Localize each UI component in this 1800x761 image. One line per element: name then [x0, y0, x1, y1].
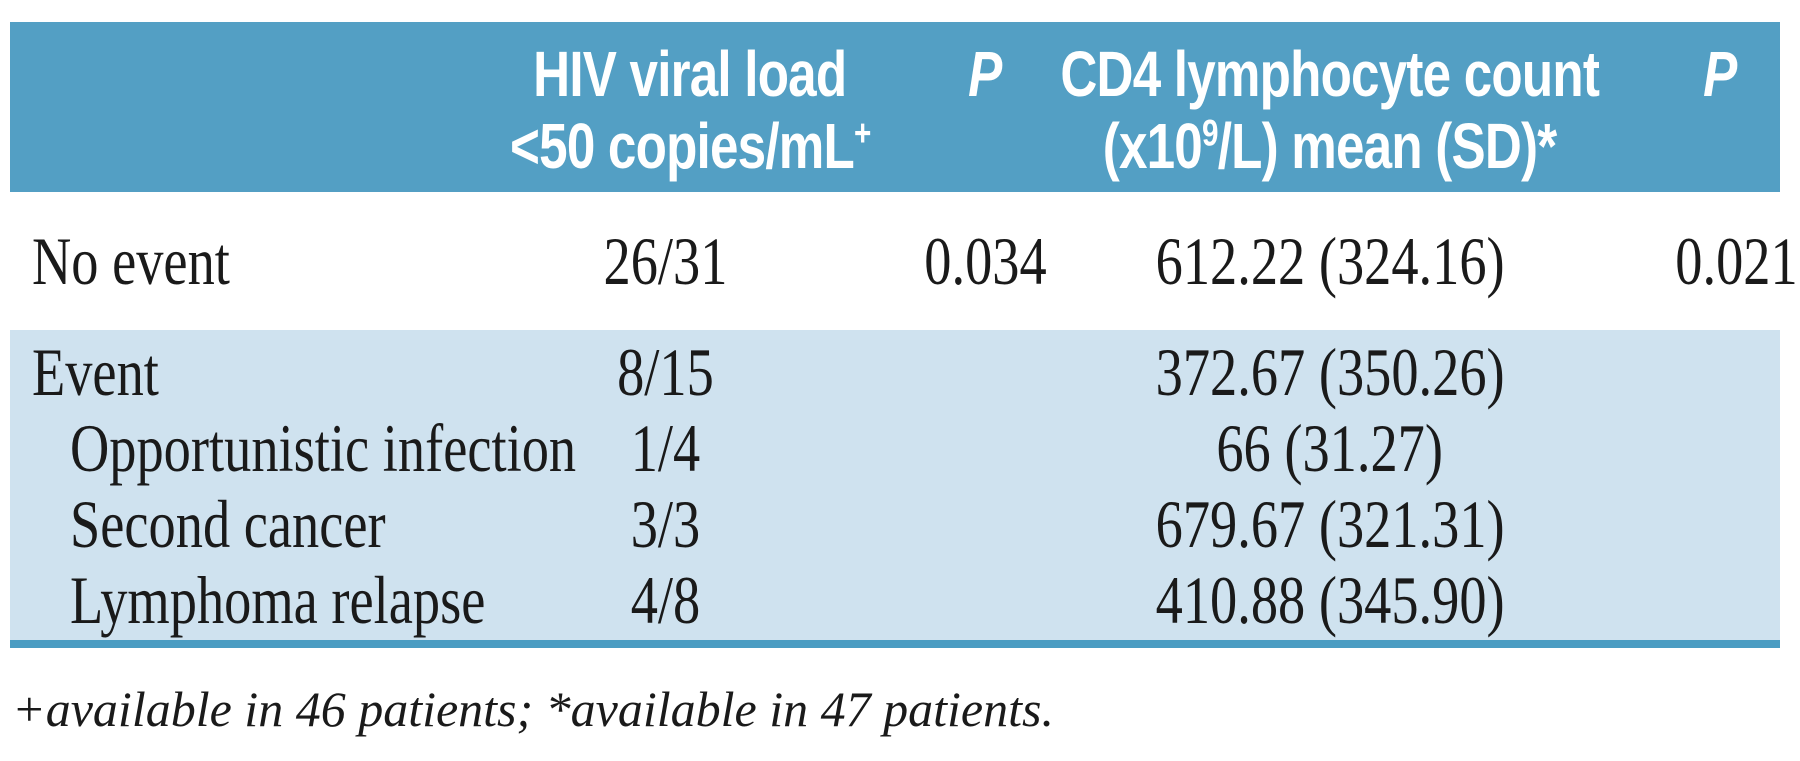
cd4-header-line1: CD4 lymphocyte count	[1060, 38, 1601, 110]
table-footnote: +available in 46 patients; *available in…	[12, 681, 1054, 737]
table-row-lymphoma-relapse: Lymphoma relapse 4/8 410.88 (345.90)	[10, 562, 1780, 638]
table-row-no-event: No event 26/31 0.034 612.22 (324.16) 0.0…	[10, 192, 1798, 330]
row-label-cell: Lymphoma relapse	[70, 562, 486, 638]
p-value-cell	[1570, 410, 1780, 486]
cd4-header-line2-post: /L) mean (SD)	[1218, 110, 1538, 182]
header-cell-viral-load: HIV viral load <50 copies/mL+	[480, 22, 871, 192]
header-cell-p-cd4: P	[1570, 22, 1780, 192]
viral-load-cell: 8/15	[616, 334, 714, 410]
row-label-cell: Second cancer	[70, 486, 386, 562]
cd4-count-cell: 372.67 (350.26)	[1155, 334, 1505, 410]
p-value-cell: 0.021	[1675, 223, 1798, 299]
table-row-second-cancer: Second cancer 3/3 679.67 (321.31)	[10, 486, 1780, 562]
row-label-cell: Event	[32, 334, 159, 410]
table-header-row: HIV viral load <50 copies/mL+ P CD4 lymp…	[10, 22, 1780, 192]
header-cell-cd4: CD4 lymphocyte count (x109/L) mean (SD)*	[1061, 22, 1601, 192]
cd4-count-cell: 612.22 (324.16)	[1155, 223, 1505, 299]
p-value-cell	[850, 334, 1090, 410]
viral-load-header-line1: HIV viral load	[533, 38, 847, 110]
p-value-cell	[1570, 334, 1780, 410]
p-value-cell	[850, 562, 1090, 638]
p-value-cell	[1570, 562, 1780, 638]
cd4-count-cell: 679.67 (321.31)	[1155, 486, 1505, 562]
p-value-cell: 0.034	[923, 223, 1047, 299]
plus-superscript: +	[853, 111, 871, 154]
cd4-count-cell: 66 (31.27)	[1216, 410, 1444, 486]
header-cell-p-viral: P	[850, 22, 1090, 192]
asterisk-marker: *	[1537, 110, 1558, 182]
p-value-cell	[850, 486, 1090, 562]
table-row-event: Event 8/15 372.67 (350.26)	[10, 334, 1780, 410]
cd4-count-cell: 410.88 (345.90)	[1155, 562, 1505, 638]
table-row-opportunistic-infection: Opportunistic infection 1/4 66 (31.27)	[10, 410, 1780, 486]
row-label-cell: Opportunistic infection	[70, 410, 577, 486]
p-value-cell	[1570, 486, 1780, 562]
table-bottom-rule	[10, 640, 1780, 648]
header-cell-empty	[10, 22, 480, 192]
viral-load-header-line2: <50 copies/mL	[509, 110, 855, 182]
p-value-header-2: P	[1703, 38, 1737, 110]
cd4-header-line2-pre: (x10	[1103, 110, 1203, 182]
p-value-header-1: P	[968, 38, 1002, 110]
viral-load-cell: 4/8	[630, 562, 700, 638]
nine-superscript: 9	[1202, 111, 1219, 154]
event-section-band: Event 8/15 372.67 (350.26) Opportunistic…	[10, 330, 1780, 640]
viral-load-cell: 26/31	[603, 223, 727, 299]
p-value-cell	[850, 410, 1090, 486]
row-label-cell: No event	[32, 223, 230, 299]
viral-load-cell: 1/4	[630, 410, 700, 486]
viral-load-cell: 3/3	[630, 486, 700, 562]
